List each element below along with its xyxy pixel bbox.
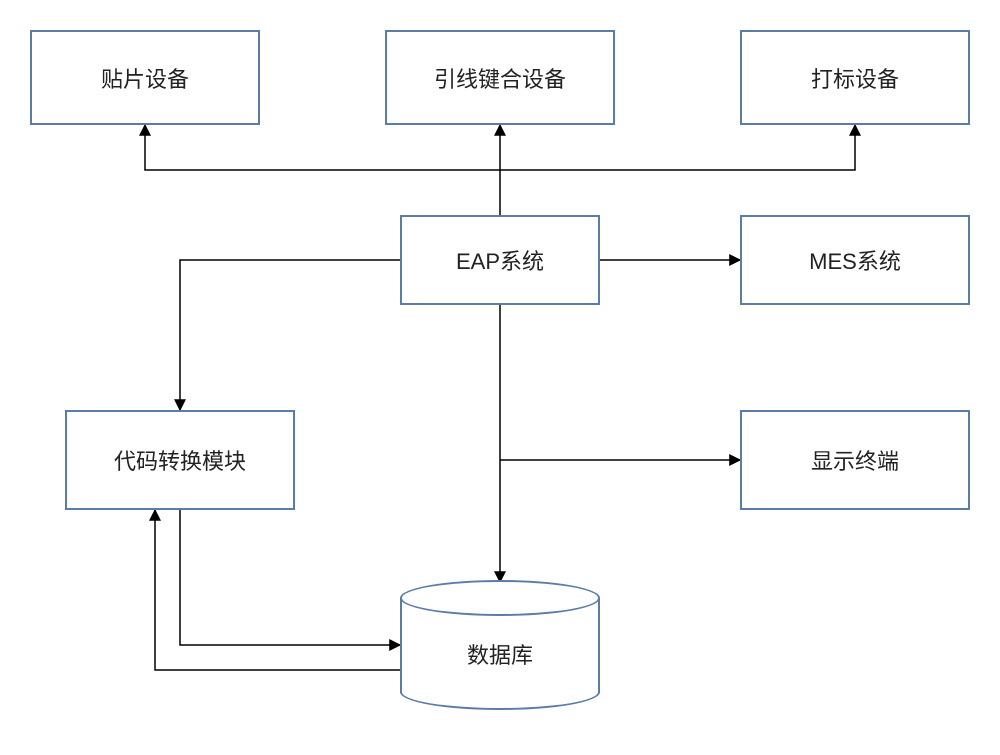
edge-bus-to-chip [145, 125, 500, 170]
node-label: 贴片设备 [101, 62, 189, 94]
node-codeconv: 代码转换模块 [65, 410, 295, 510]
edge-codeconv-db [180, 510, 400, 645]
node-label: 代码转换模块 [114, 444, 246, 476]
node-label: 引线键合设备 [434, 62, 566, 94]
edge-db-codeconv [155, 510, 400, 670]
node-label: EAP系统 [456, 244, 544, 276]
node-label: 数据库 [400, 616, 600, 692]
node-chip: 贴片设备 [30, 30, 260, 125]
node-label: 显示终端 [811, 444, 899, 476]
node-marking: 打标设备 [740, 30, 970, 125]
node-eap: EAP系统 [400, 215, 600, 305]
node-display: 显示终端 [740, 410, 970, 510]
node-label: 打标设备 [811, 62, 899, 94]
node-wirebond: 引线键合设备 [385, 30, 615, 125]
edge-bus-to-mark [500, 125, 855, 170]
edge-eap-codeconv [180, 260, 400, 410]
node-mes: MES系统 [740, 215, 970, 305]
node-label: MES系统 [809, 244, 901, 276]
diagram-canvas: 贴片设备 引线键合设备 打标设备 EAP系统 MES系统代码转换模块 显示终端数据库 [0, 0, 1000, 755]
